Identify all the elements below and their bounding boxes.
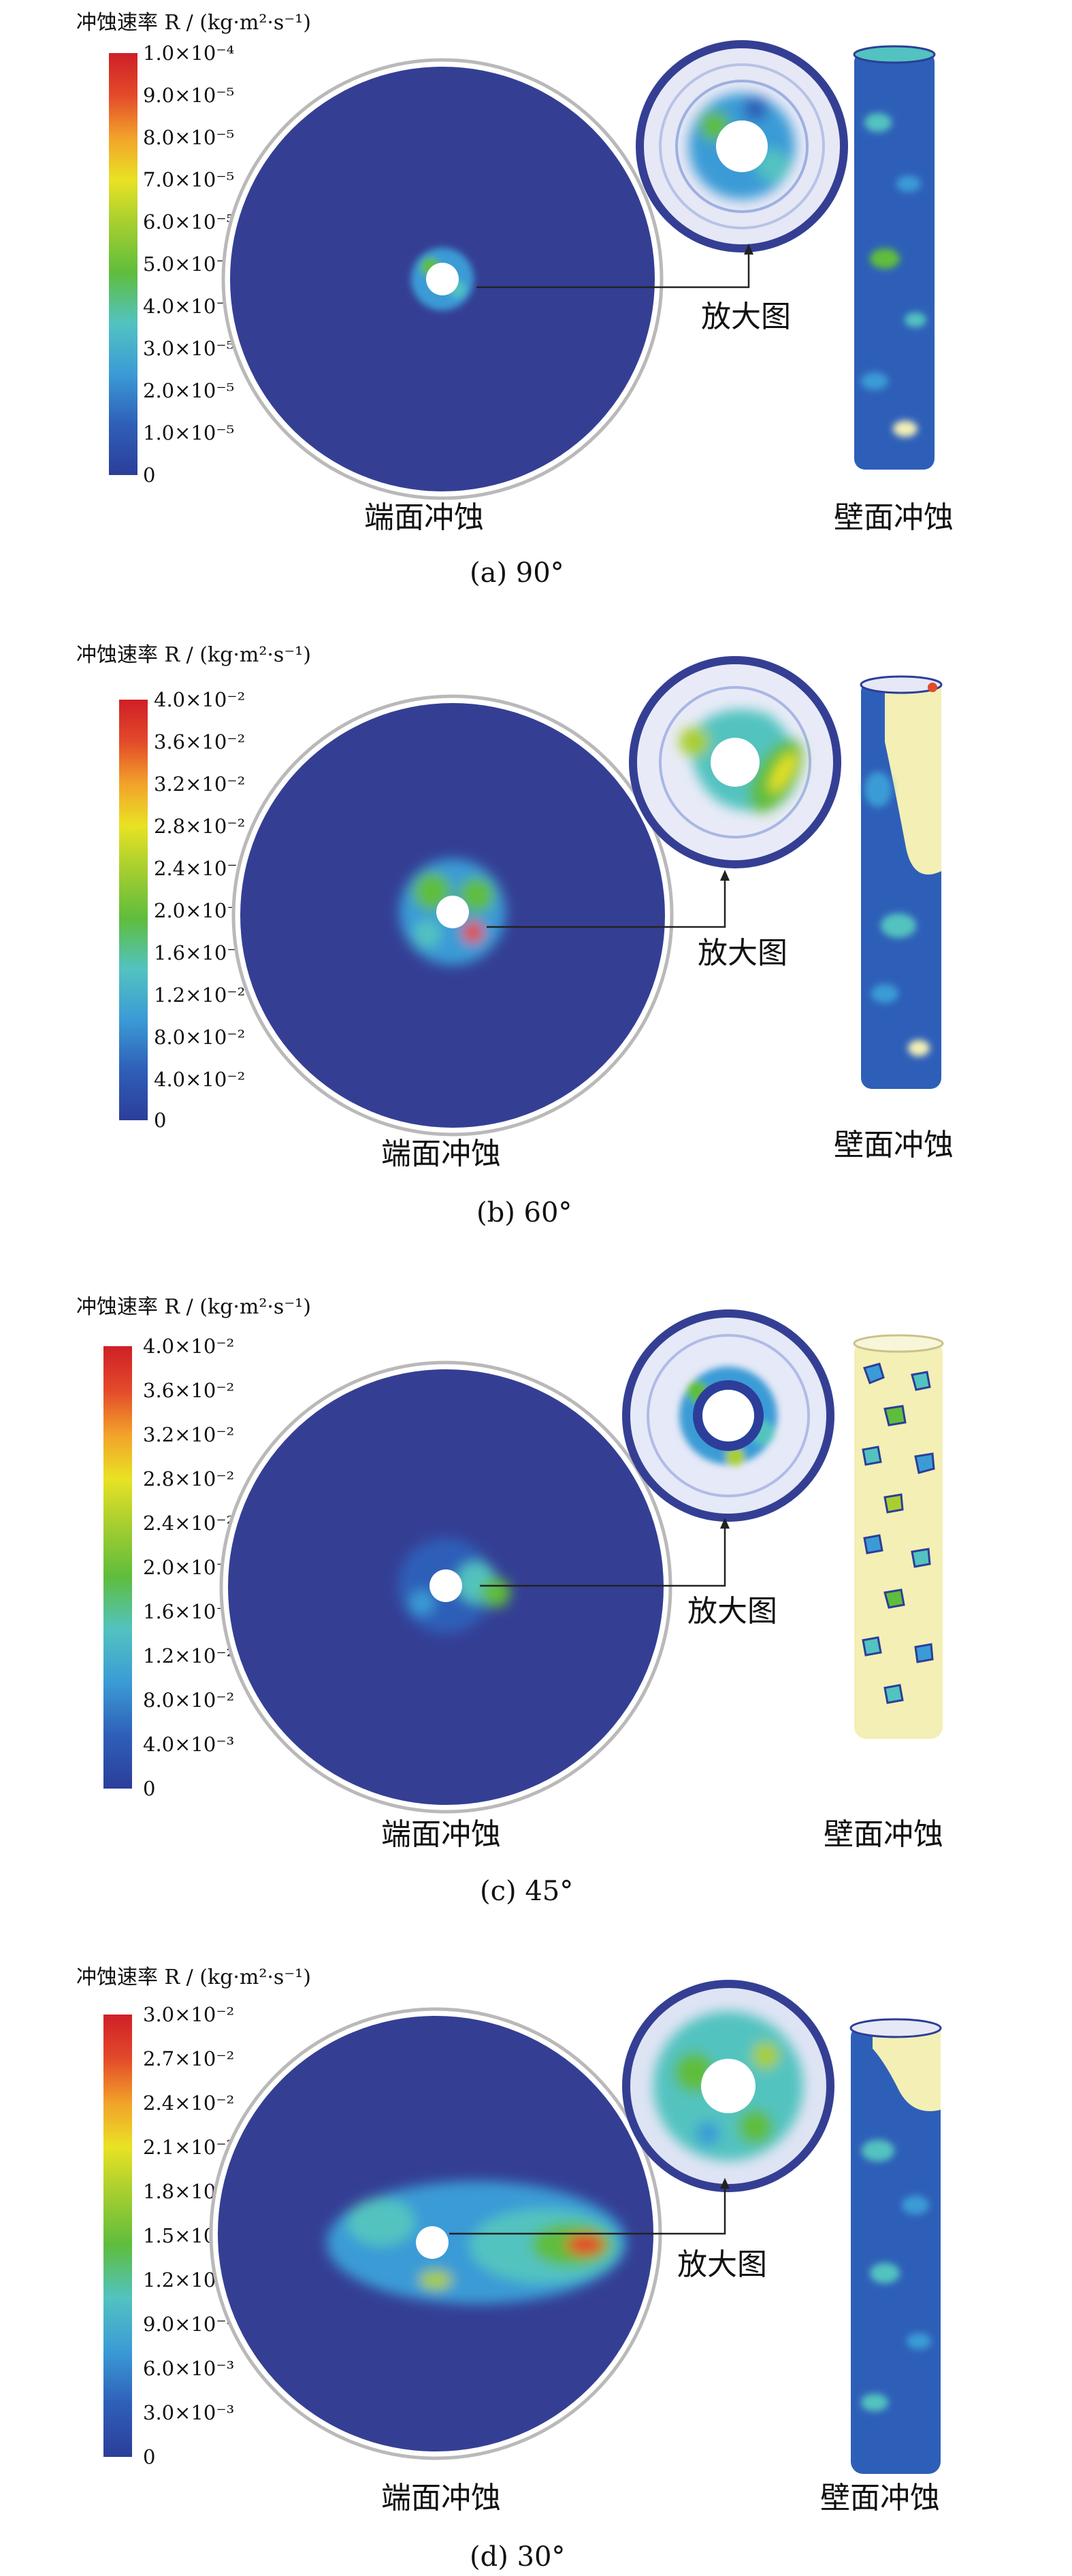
- tick-label: 8.0×10⁻⁵: [143, 126, 234, 149]
- zoom-inset: [629, 656, 841, 868]
- tick-label: 8.0×10⁻²: [143, 1689, 234, 1712]
- center-hole: [436, 896, 469, 928]
- tick-label: 0: [143, 2445, 155, 2468]
- tick-label: 3.0×10⁻³: [143, 2401, 234, 2424]
- end-face-label: 端面冲蚀: [381, 1817, 501, 1852]
- center-hole: [416, 2226, 449, 2259]
- colorbar: 冲蚀速率 R / (kg·m²·s⁻¹) 1.0×10⁻⁴ 9.0×10⁻⁵ 8…: [76, 11, 311, 487]
- panel-c: 冲蚀速率 R / (kg·m²·s⁻¹) 4.0×10⁻² 3.6×10⁻² 3…: [76, 1295, 944, 1907]
- colorbar-gradient: [103, 2015, 132, 2457]
- wall-erosion-spots: [862, 1363, 935, 1704]
- wall-label: 壁面冲蚀: [834, 500, 954, 535]
- wall-label: 壁面冲蚀: [824, 1817, 943, 1852]
- tick-label: 1.2×10⁻²: [143, 1644, 234, 1667]
- tick-label: 2.4×10⁻²: [154, 857, 245, 880]
- tick-label: 1.0×10⁻⁵: [143, 421, 234, 444]
- tick-label: 4.0×10⁻⁵: [143, 295, 234, 318]
- tick-label: 3.0×10⁻²: [143, 2003, 234, 2026]
- colorbar-ticks: 4.0×10⁻² 3.6×10⁻² 3.2×10⁻² 2.8×10⁻² 2.4×…: [143, 1335, 234, 1800]
- tick-label: 3.2×10⁻²: [154, 772, 245, 796]
- end-face-label: 端面冲蚀: [381, 1137, 501, 1171]
- tick-label: 2.0×10⁻²: [154, 899, 245, 922]
- zoom-label: 放大图: [687, 1594, 777, 1629]
- tick-label: 2.1×10⁻²: [143, 2136, 234, 2159]
- zoom-inset: [622, 1309, 834, 1522]
- tick-label: 4.0×10⁻²: [143, 1335, 234, 1358]
- tick-label: 2.7×10⁻²: [143, 2047, 234, 2070]
- colorbar: 冲蚀速率 R / (kg·m²·s⁻¹) 4.0×10⁻² 3.6×10⁻² 3…: [76, 1295, 311, 1800]
- tick-label: 2.8×10⁻²: [154, 815, 245, 838]
- colorbar-gradient: [119, 700, 148, 1120]
- end-face-disk: [209, 2007, 662, 2460]
- tick-label: 2.4×10⁻²: [143, 1512, 234, 1535]
- tick-label: 9.0×10⁻⁵: [143, 84, 234, 107]
- zoom-inset: [636, 40, 848, 252]
- wall-cylinder: [853, 1334, 944, 1739]
- tick-label: 6.0×10⁻³: [143, 2357, 234, 2380]
- center-hole: [426, 263, 459, 295]
- panel-caption: (d) 30°: [470, 2541, 565, 2573]
- leader-arrow: [480, 1518, 730, 1587]
- panel-caption: (b) 60°: [476, 1197, 572, 1228]
- zoom-inset: [622, 1980, 834, 2192]
- tick-label: 4.0×10⁻²: [154, 688, 245, 711]
- tick-label: 7.0×10⁻⁵: [143, 168, 234, 191]
- panel-b: 冲蚀速率 R / (kg·m²·s⁻¹) 4.0×10⁻² 3.6×10⁻² 3…: [76, 643, 954, 1228]
- wall-label: 壁面冲蚀: [820, 2481, 940, 2515]
- tick-label: 0: [143, 1777, 155, 1800]
- tick-label: 9.0×10⁻³: [143, 2313, 234, 2336]
- colorbar-ticks: 1.0×10⁻⁴ 9.0×10⁻⁵ 8.0×10⁻⁵ 7.0×10⁻⁵ 6.0×…: [143, 42, 234, 487]
- tick-label: 6.0×10⁻⁵: [143, 210, 234, 233]
- tick-label: 2.8×10⁻²: [143, 1467, 234, 1490]
- end-face-label: 端面冲蚀: [381, 2481, 501, 2515]
- tick-label: 3.0×10⁻⁵: [143, 337, 234, 360]
- wall-cylinder: [849, 2018, 942, 2474]
- zoom-label: 放大图: [701, 299, 791, 334]
- end-face-disk: [231, 694, 674, 1137]
- end-face-disk: [221, 58, 664, 500]
- colorbar-ticks: 4.0×10⁻² 3.6×10⁻² 3.2×10⁻² 2.8×10⁻² 2.4×…: [154, 688, 245, 1132]
- colorbar: 冲蚀速率 R / (kg·m²·s⁻¹) 4.0×10⁻² 3.6×10⁻² 3…: [76, 643, 311, 1132]
- tick-label: 3.2×10⁻²: [143, 1423, 234, 1446]
- tick-label: 1.2×10⁻²: [154, 983, 245, 1007]
- tick-label: 2.0×10⁻⁵: [143, 379, 234, 402]
- colorbar-gradient: [103, 1346, 132, 1789]
- colorbar-title: 冲蚀速率 R / (kg·m²·s⁻¹): [76, 1295, 311, 1319]
- tick-label: 2.4×10⁻²: [143, 2091, 234, 2115]
- tick-label: 4.0×10⁻²: [154, 1068, 245, 1091]
- tick-label: 8.0×10⁻²: [154, 1026, 245, 1049]
- colorbar-title: 冲蚀速率 R / (kg·m²·s⁻¹): [76, 1966, 311, 1989]
- tick-label: 0: [154, 1109, 166, 1132]
- tick-label: 2.0×10⁻²: [143, 1556, 234, 1579]
- zoom-label: 放大图: [698, 936, 787, 971]
- panel-caption: (a) 90°: [470, 557, 564, 589]
- end-face-disk: [219, 1360, 672, 1814]
- leader-arrow: [476, 244, 753, 289]
- panel-a: 冲蚀速率 R / (kg·m²·s⁻¹) 1.0×10⁻⁴ 9.0×10⁻⁵ 8…: [76, 11, 954, 589]
- colorbar-title: 冲蚀速率 R / (kg·m²·s⁻¹): [76, 11, 311, 35]
- tick-label: 0: [143, 463, 155, 487]
- tick-label: 1.6×10⁻²: [143, 1600, 234, 1623]
- wall-cylinder: [853, 45, 936, 470]
- end-face-label: 端面冲蚀: [364, 500, 484, 535]
- tick-label: 1.0×10⁻⁴: [143, 42, 234, 65]
- tick-label: 5.0×10⁻⁵: [143, 252, 234, 276]
- wall-label: 壁面冲蚀: [834, 1128, 954, 1162]
- zoom-label: 放大图: [677, 2247, 767, 2282]
- leader-arrow: [449, 2178, 730, 2235]
- tick-label: 4.0×10⁻³: [143, 1733, 234, 1756]
- panel-caption: (c) 45°: [480, 1876, 573, 1907]
- wall-cylinder: [860, 675, 943, 1089]
- tick-label: 1.6×10⁻²: [154, 941, 245, 964]
- colorbar-gradient: [109, 53, 137, 475]
- center-hole: [429, 1569, 462, 1602]
- tick-label: 3.6×10⁻²: [154, 730, 245, 753]
- colorbar-title: 冲蚀速率 R / (kg·m²·s⁻¹): [76, 643, 311, 667]
- tick-label: 3.6×10⁻²: [143, 1379, 234, 1402]
- panel-d: 冲蚀速率 R / (kg·m²·s⁻¹) 3.0×10⁻² 2.7×10⁻² 2…: [76, 1966, 942, 2573]
- leader-arrow: [487, 870, 730, 928]
